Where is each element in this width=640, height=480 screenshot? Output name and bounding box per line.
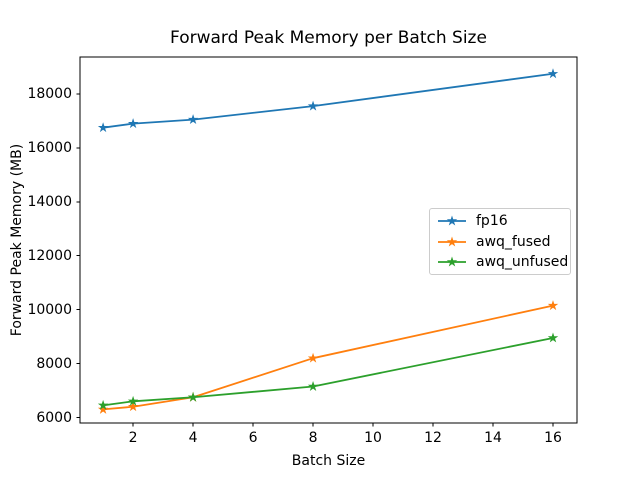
legend-sample-line [438,256,466,267]
data-point-awq_unfused [127,395,139,406]
data-point-awq_fused [127,401,139,412]
data-point-awq_unfused [547,332,559,343]
y-tick-label: 8000 [36,355,72,372]
y-tick-label: 18000 [27,85,72,102]
x-tick-label: 12 [424,430,442,446]
axes-frame [79,56,578,424]
x-tick-label: 10 [364,430,382,446]
y-axis-label: Forward Peak Memory (MB) [9,143,25,337]
series-line-fp16 [102,72,554,129]
legend-sample-line [438,236,466,246]
y-tick-label: 6000 [36,409,72,426]
data-point-awq_fused [547,300,559,311]
chart-title: Forward Peak Memory per Batch Size [170,28,487,48]
x-tick-label: 14 [484,430,502,446]
x-tick-label: 6 [248,430,258,446]
data-point-fp16 [187,114,199,125]
y-tick-label: 12000 [27,247,72,264]
legend: fp16 awq_fused awq_unfused [429,208,571,275]
legend-label: awq_unfused [476,253,569,270]
data-point-fp16 [127,118,139,129]
legend-label: fp16 [476,213,508,230]
y-tick-label: 10000 [27,301,72,318]
x-tick-label: 8 [308,430,318,446]
data-point-fp16 [547,68,559,79]
legend-sample-line [438,215,466,226]
legend-label: awq_fused [476,233,551,250]
x-tick-label: 4 [188,430,198,446]
legend-item-awq_fused: awq_fused [430,234,570,250]
y-tick-label: 14000 [27,193,72,210]
series-line-awq_fused [103,304,554,411]
x-tick-label: 16 [544,430,562,446]
data-point-awq_unfused [187,391,199,402]
x-axis-label: Batch Size [291,453,366,469]
data-point-awq_unfused [97,399,109,410]
data-point-awq_fused [97,403,109,414]
x-tick-label: 2 [128,430,138,446]
legend-item-awq_unfused: awq_unfused [430,254,570,270]
data-point-fp16 [307,100,319,111]
legend-item-fp16: fp16 [430,213,570,229]
series-line-awq_unfused [102,337,554,407]
data-point-awq_fused [307,352,319,363]
data-point-awq_unfused [307,381,319,391]
data-point-fp16 [97,122,109,133]
y-tick-label: 16000 [27,139,72,156]
